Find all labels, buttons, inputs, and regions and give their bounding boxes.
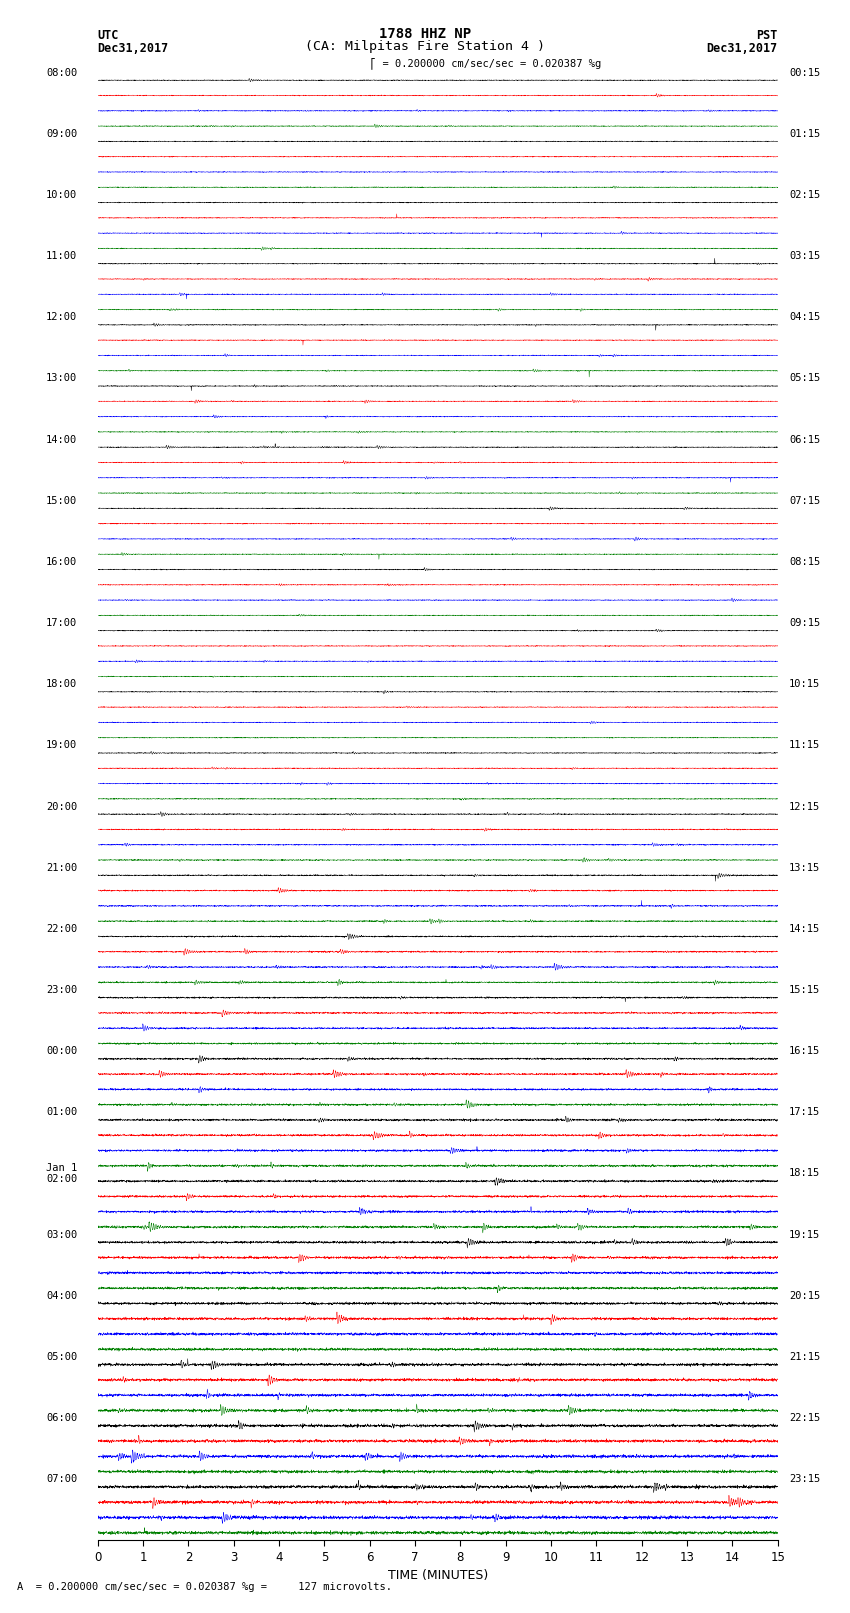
Text: 11:15: 11:15 <box>789 740 820 750</box>
Text: 11:00: 11:00 <box>46 252 77 261</box>
Text: 21:00: 21:00 <box>46 863 77 873</box>
Text: 02:15: 02:15 <box>789 190 820 200</box>
Text: 01:00: 01:00 <box>46 1107 77 1118</box>
Text: 04:15: 04:15 <box>789 313 820 323</box>
Text: 00:15: 00:15 <box>789 68 820 77</box>
Text: 03:00: 03:00 <box>46 1229 77 1240</box>
Text: Jan 1
02:00: Jan 1 02:00 <box>46 1163 77 1184</box>
Text: 12:15: 12:15 <box>789 802 820 811</box>
Text: 06:00: 06:00 <box>46 1413 77 1423</box>
Text: 07:00: 07:00 <box>46 1474 77 1484</box>
Text: 20:15: 20:15 <box>789 1290 820 1300</box>
Text: 10:00: 10:00 <box>46 190 77 200</box>
Text: 00:00: 00:00 <box>46 1047 77 1057</box>
Text: PST: PST <box>756 29 778 42</box>
Text: 21:15: 21:15 <box>789 1352 820 1361</box>
Text: 18:00: 18:00 <box>46 679 77 689</box>
Text: 05:15: 05:15 <box>789 373 820 384</box>
Text: 20:00: 20:00 <box>46 802 77 811</box>
Text: 19:00: 19:00 <box>46 740 77 750</box>
Text: 18:15: 18:15 <box>789 1168 820 1179</box>
Text: ⎡ = 0.200000 cm/sec/sec = 0.020387 %g: ⎡ = 0.200000 cm/sec/sec = 0.020387 %g <box>370 56 601 69</box>
Text: 03:15: 03:15 <box>789 252 820 261</box>
Text: 1788 HHZ NP: 1788 HHZ NP <box>379 27 471 40</box>
Text: 05:00: 05:00 <box>46 1352 77 1361</box>
Text: 17:00: 17:00 <box>46 618 77 627</box>
Text: 22:15: 22:15 <box>789 1413 820 1423</box>
Text: 14:00: 14:00 <box>46 434 77 445</box>
Text: 19:15: 19:15 <box>789 1229 820 1240</box>
Text: 15:00: 15:00 <box>46 495 77 506</box>
Text: 06:15: 06:15 <box>789 434 820 445</box>
Text: 13:00: 13:00 <box>46 373 77 384</box>
Text: 23:15: 23:15 <box>789 1474 820 1484</box>
Text: 23:00: 23:00 <box>46 986 77 995</box>
Text: Dec31,2017: Dec31,2017 <box>706 42 778 55</box>
Text: 09:15: 09:15 <box>789 618 820 627</box>
Text: 16:00: 16:00 <box>46 556 77 566</box>
Text: 15:15: 15:15 <box>789 986 820 995</box>
Text: 08:15: 08:15 <box>789 556 820 566</box>
Text: 16:15: 16:15 <box>789 1047 820 1057</box>
Text: 17:15: 17:15 <box>789 1107 820 1118</box>
Text: 22:00: 22:00 <box>46 924 77 934</box>
Text: 01:15: 01:15 <box>789 129 820 139</box>
Text: 12:00: 12:00 <box>46 313 77 323</box>
Text: 13:15: 13:15 <box>789 863 820 873</box>
Text: (CA: Milpitas Fire Station 4 ): (CA: Milpitas Fire Station 4 ) <box>305 40 545 53</box>
X-axis label: TIME (MINUTES): TIME (MINUTES) <box>388 1569 488 1582</box>
Text: A  = 0.200000 cm/sec/sec = 0.020387 %g =     127 microvolts.: A = 0.200000 cm/sec/sec = 0.020387 %g = … <box>17 1582 392 1592</box>
Text: 07:15: 07:15 <box>789 495 820 506</box>
Text: UTC: UTC <box>98 29 119 42</box>
Text: 10:15: 10:15 <box>789 679 820 689</box>
Text: 14:15: 14:15 <box>789 924 820 934</box>
Text: 08:00: 08:00 <box>46 68 77 77</box>
Text: 09:00: 09:00 <box>46 129 77 139</box>
Text: Dec31,2017: Dec31,2017 <box>98 42 169 55</box>
Text: 04:00: 04:00 <box>46 1290 77 1300</box>
